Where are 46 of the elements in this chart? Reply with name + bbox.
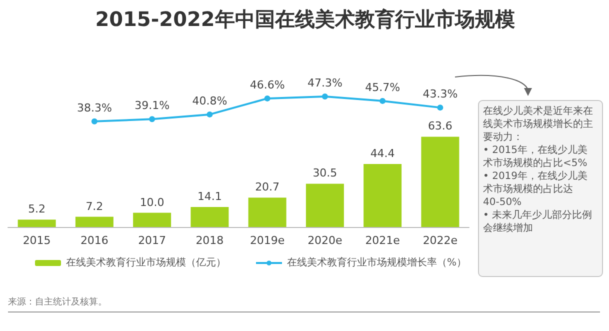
data-label: 38.3%	[76, 101, 112, 114]
x-tick-label: 2015	[22, 234, 51, 247]
data-label: 44.4	[370, 146, 395, 160]
data-label: 10.0	[140, 196, 164, 209]
data-label: 39.1%	[134, 99, 170, 112]
x-tick-label: 2016	[80, 234, 108, 247]
bar	[18, 220, 56, 227]
data-label: 45.7%	[365, 80, 400, 94]
data-label: 7.2	[86, 200, 104, 213]
bar	[306, 184, 344, 227]
point	[206, 111, 213, 118]
data-label: 40.8%	[192, 94, 228, 108]
data-label: 5.2	[28, 202, 46, 216]
x-tick-label: 2019e	[250, 234, 285, 247]
x-tick-label: 2021e	[365, 234, 400, 247]
legend-label: 在线美术教育行业市场规模增长率（%）	[287, 256, 467, 268]
bar	[133, 212, 172, 227]
text: • 2019年，在线少儿美术市场规模的占比达40-50%	[483, 170, 588, 208]
text: • 未来几年少儿部分比例会继续增加	[483, 209, 592, 234]
bar	[421, 136, 460, 227]
data-label: 46.6%	[250, 78, 285, 92]
point	[380, 98, 386, 104]
chart-title: 2015-2022年中国在线美术教育行业市场规模	[95, 7, 515, 31]
text: 在线少儿美术是近年来在线美术市场规模增长的主要动力：	[483, 105, 593, 143]
data-label: 30.5	[312, 166, 338, 180]
x-tick-label: 2022e	[422, 234, 458, 247]
bar	[190, 206, 229, 227]
text: • 2015年，在线少儿美术市场规模的占比<5%	[483, 144, 588, 169]
bar	[364, 164, 402, 227]
point	[437, 104, 444, 111]
bar	[75, 216, 114, 227]
x-tick-label: 2018	[196, 234, 224, 247]
point	[322, 94, 328, 100]
data-label: 47.3%	[307, 76, 342, 90]
x-tick-label: 2020e	[308, 234, 343, 247]
source-note: 来源：自主统计及核算。	[8, 296, 107, 308]
data-label: 63.6	[428, 120, 452, 133]
legend-label: 在线美术教育行业市场规模（亿元）	[66, 256, 226, 268]
data-label: 14.1	[197, 190, 222, 203]
point	[264, 95, 270, 102]
bar	[248, 198, 286, 227]
x-tick-label: 2017	[138, 234, 166, 247]
point	[149, 116, 156, 122]
point	[91, 118, 98, 124]
data-label: 43.3%	[422, 88, 458, 101]
data-label: 20.7	[255, 180, 280, 194]
